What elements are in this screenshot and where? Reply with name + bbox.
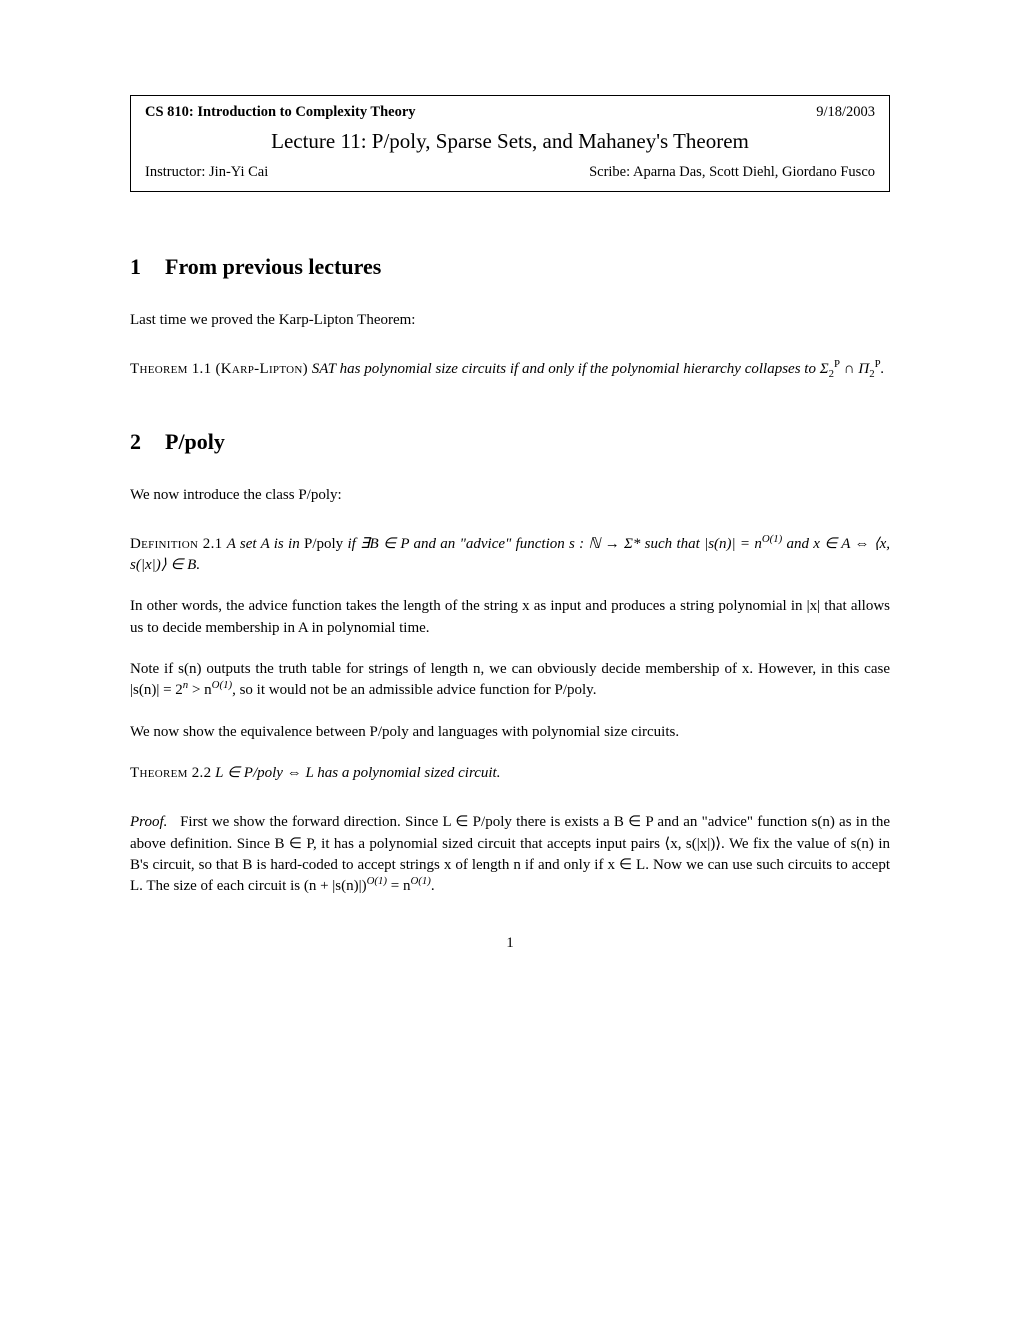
section-2-heading: 2 P/poly bbox=[130, 429, 890, 455]
section-1-title: From previous lectures bbox=[165, 254, 381, 279]
def-body-a: A set A is in bbox=[227, 536, 304, 552]
proof-exp1: O(1) bbox=[367, 875, 387, 887]
proof-label: Proof. bbox=[130, 814, 167, 830]
section-2-para-3: We now show the equivalence between P/po… bbox=[130, 722, 890, 743]
theorem-1-1-label: Theorem 1.1 (Karp-Lipton) bbox=[130, 361, 308, 377]
header-row-bottom: Instructor: Jin-Yi Cai Scribe: Aparna Da… bbox=[145, 164, 875, 181]
section-2-title: P/poly bbox=[165, 429, 225, 454]
theorem-2-2-body: L ∈ P/poly ⇔ L has a polynomial sized ci… bbox=[215, 765, 500, 781]
section-1-number: 1 bbox=[130, 254, 141, 280]
theorem-1-1-body: SAT has polynomial size circuits if and … bbox=[312, 361, 820, 377]
lecture-title: Lecture 11: P/poly, Sparse Sets, and Mah… bbox=[145, 129, 875, 154]
para2-exp2: O(1) bbox=[212, 679, 232, 691]
definition-2-1-label: Definition 2.1 bbox=[130, 536, 222, 552]
theorem-1-1-end: . bbox=[881, 361, 885, 377]
lecture-page: CS 810: Introduction to Complexity Theor… bbox=[0, 0, 1020, 1012]
proof-c: . bbox=[431, 878, 435, 894]
theorem-2-2-label: Theorem 2.2 bbox=[130, 765, 211, 781]
para2-b: > n bbox=[188, 682, 211, 698]
section-2-para-2: Note if s(n) outputs the truth table for… bbox=[130, 659, 890, 702]
header-box: CS 810: Introduction to Complexity Theor… bbox=[130, 95, 890, 192]
def-ppoly: P/poly bbox=[304, 536, 343, 552]
section-2-para-1: In other words, the advice function take… bbox=[130, 596, 890, 639]
theorem-1-1-math: Σ2P ∩ Π2P bbox=[820, 361, 881, 377]
section-1-intro: Last time we proved the Karp-Lipton Theo… bbox=[130, 310, 890, 331]
def-body-1: ∃B ∈ P and an "advice" function s : ℕ → … bbox=[360, 536, 762, 552]
proof-2-2: Proof. First we show the forward directi… bbox=[130, 812, 890, 897]
section-2-number: 2 bbox=[130, 429, 141, 455]
definition-2-1: Definition 2.1 A set A is in P/poly if ∃… bbox=[130, 534, 890, 577]
theorem-2-2: Theorem 2.2 L ∈ P/poly ⇔ L has a polynom… bbox=[130, 763, 890, 784]
lecture-date: 9/18/2003 bbox=[816, 104, 875, 121]
proof-a: First we show the forward direction. Sin… bbox=[130, 814, 890, 894]
section-1-heading: 1 From previous lectures bbox=[130, 254, 890, 280]
theorem-1-1: Theorem 1.1 (Karp-Lipton) SAT has polyno… bbox=[130, 359, 890, 380]
def-exp: O(1) bbox=[762, 533, 782, 545]
section-2-intro: We now introduce the class P/poly: bbox=[130, 485, 890, 506]
proof-b: = n bbox=[387, 878, 410, 894]
scribe: Scribe: Aparna Das, Scott Diehl, Giordan… bbox=[589, 164, 875, 181]
para2-c: , so it would not be an admissible advic… bbox=[232, 682, 596, 698]
course-title: CS 810: Introduction to Complexity Theor… bbox=[145, 104, 416, 121]
def-if: if bbox=[343, 536, 360, 552]
header-row-top: CS 810: Introduction to Complexity Theor… bbox=[145, 104, 875, 121]
page-number: 1 bbox=[130, 935, 890, 952]
proof-exp2: O(1) bbox=[410, 875, 430, 887]
instructor: Instructor: Jin-Yi Cai bbox=[145, 164, 268, 181]
